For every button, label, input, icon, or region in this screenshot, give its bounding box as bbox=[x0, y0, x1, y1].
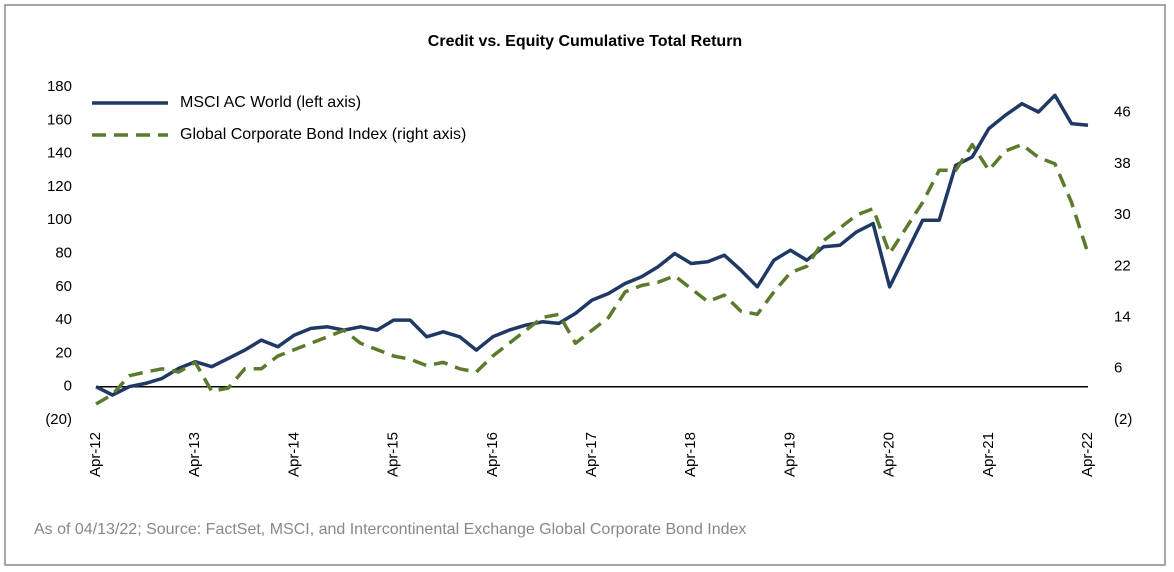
y-tick-label: 100 bbox=[47, 211, 72, 228]
x-tick-label: Apr-22 bbox=[1079, 432, 1096, 477]
legend-label: Global Corporate Bond Index (right axis) bbox=[180, 126, 466, 143]
y2-tick-label: 46 bbox=[1114, 104, 1131, 121]
y2-tick-label: 38 bbox=[1114, 155, 1131, 172]
series-line bbox=[95, 142, 1090, 406]
y-tick-label: 180 bbox=[47, 78, 72, 95]
y-tick-label: 60 bbox=[55, 278, 72, 295]
y2-tick-label: (2) bbox=[1114, 411, 1132, 428]
x-tick-label: Apr-21 bbox=[980, 432, 997, 477]
x-tick-label: Apr-19 bbox=[781, 432, 798, 477]
y2-tick-label: 14 bbox=[1114, 309, 1131, 326]
legend-label: MSCI AC World (left axis) bbox=[180, 94, 361, 111]
footnote: As of 04/13/22; Source: FactSet, MSCI, a… bbox=[34, 521, 746, 538]
frame bbox=[4, 4, 1166, 566]
y-tick-label: 0 bbox=[64, 378, 72, 395]
x-tick-label: Apr-13 bbox=[186, 432, 203, 477]
y2-tick-label: 6 bbox=[1114, 360, 1122, 377]
y-tick-label: 140 bbox=[47, 145, 72, 162]
y-tick-label: 40 bbox=[55, 311, 72, 328]
y-tick-label: 20 bbox=[55, 344, 72, 361]
series-line bbox=[95, 93, 1089, 397]
x-tick-label: Apr-20 bbox=[881, 432, 898, 477]
y-tick-label: (20) bbox=[45, 411, 72, 428]
y2-tick-label: 30 bbox=[1114, 206, 1131, 223]
y-tick-label: 80 bbox=[55, 244, 72, 261]
y2-tick-label: 22 bbox=[1114, 257, 1131, 274]
x-tick-label: Apr-18 bbox=[682, 432, 699, 477]
y-tick-label: 120 bbox=[47, 178, 72, 195]
y-tick-label: 160 bbox=[47, 111, 72, 128]
x-tick-label: Apr-12 bbox=[87, 432, 104, 477]
x-tick-label: Apr-15 bbox=[385, 432, 402, 477]
x-tick-label: Apr-14 bbox=[285, 432, 302, 477]
chart-title: Credit vs. Equity Cumulative Total Retur… bbox=[428, 33, 742, 50]
x-tick-label: Apr-16 bbox=[484, 432, 501, 477]
x-tick-label: Apr-17 bbox=[583, 432, 600, 477]
